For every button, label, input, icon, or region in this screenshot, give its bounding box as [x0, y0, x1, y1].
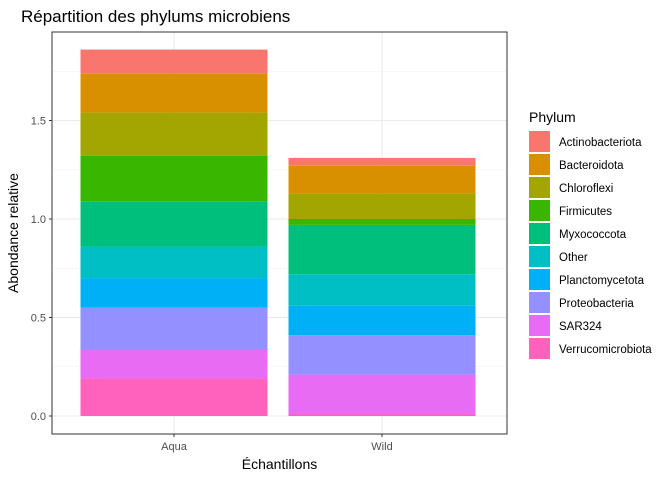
x-tick-label: Aqua	[161, 441, 188, 453]
legend-item: Myxococcota	[529, 223, 627, 244]
legend-item: SAR324	[529, 315, 602, 336]
legend-key	[529, 269, 550, 290]
bar-segment	[80, 112, 268, 156]
legend-key	[529, 315, 550, 336]
chart-title: Répartition des phylums microbiens	[21, 7, 290, 26]
bar-segment	[80, 49, 268, 74]
legend-label: Myxococcota	[559, 229, 627, 241]
bar-segment	[288, 193, 476, 219]
y-axis: 0.0 0.5 1.0 1.5	[31, 116, 52, 423]
legend-item: Firmicutes	[529, 200, 612, 221]
legend-key	[529, 154, 550, 175]
bar-segment	[80, 246, 268, 279]
legend-label: Verrucomicrobiota	[559, 344, 652, 356]
legend-item: Verrucomicrobiota	[529, 338, 652, 359]
y-tick-label: 0.0	[31, 411, 46, 423]
bar-segment	[288, 165, 476, 194]
legend-label: Other	[559, 252, 588, 264]
legend-key	[529, 292, 550, 313]
bar-segment	[80, 278, 268, 308]
bar-segment	[80, 378, 268, 416]
bar-segment	[80, 201, 268, 247]
legend-item: Actinobacteriota	[529, 131, 642, 152]
x-axis: Aqua Wild	[161, 434, 393, 453]
bar-segment	[288, 224, 476, 275]
bar-segment	[288, 335, 476, 375]
legend: Phylum Actinobacteriota Bacteroidota Chlor…	[529, 109, 652, 359]
bar-segment	[80, 155, 268, 202]
legend-label: Planctomycetota	[559, 275, 645, 287]
bar-segment	[80, 349, 268, 379]
legend-key	[529, 177, 550, 198]
legend-label: Actinobacteriota	[559, 137, 642, 149]
y-tick-label: 0.5	[31, 313, 46, 325]
y-tick-label: 1.0	[31, 214, 46, 226]
legend-item: Chloroflexi	[529, 177, 613, 198]
bar-segment	[288, 374, 476, 415]
legend-label: Chloroflexi	[559, 183, 613, 195]
y-axis-title: Abondance relative	[5, 173, 21, 293]
legend-label: SAR324	[559, 321, 602, 333]
x-tick-label: Wild	[371, 441, 392, 453]
plot-border	[51, 31, 508, 435]
legend-item: Bacteroidota	[529, 154, 624, 175]
bar-segment	[288, 157, 476, 166]
legend-label: Proteobacteria	[559, 298, 634, 310]
legend-title: Phylum	[529, 109, 576, 125]
legend-key	[529, 223, 550, 244]
bar-segment	[288, 274, 476, 306]
legend-key	[529, 131, 550, 152]
legend-label: Bacteroidota	[559, 160, 624, 172]
legend-item: Proteobacteria	[529, 292, 634, 313]
legend-key	[529, 246, 550, 267]
legend-item: Planctomycetota	[529, 269, 645, 290]
x-axis-title: Échantillons	[242, 456, 318, 472]
y-tick-label: 1.5	[31, 116, 46, 128]
bar-segment	[288, 219, 476, 225]
bars	[80, 49, 476, 416]
legend-key	[529, 200, 550, 221]
bar-segment	[80, 307, 268, 350]
legend-key	[529, 338, 550, 359]
legend-label: Firmicutes	[559, 206, 612, 218]
bar-segment	[288, 414, 476, 416]
bar-segment	[288, 305, 476, 336]
bar-segment	[80, 73, 268, 113]
legend-item: Other	[529, 246, 588, 267]
